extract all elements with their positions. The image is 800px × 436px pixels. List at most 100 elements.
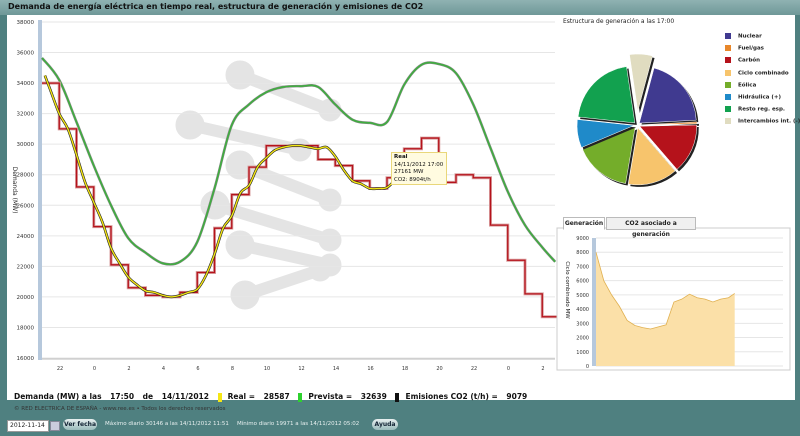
- legend-item: Intercambios int. (-): [725, 118, 800, 130]
- x-tick-label: 18: [402, 366, 408, 372]
- y-tick-label: 30000: [17, 142, 35, 148]
- x-tick-label: 20: [436, 366, 442, 372]
- small-y-axis-scrollbar: [592, 238, 596, 366]
- pie-slice-intercambios-int-: [629, 53, 653, 112]
- tooltip-date: 14/11/2012 17:00: [394, 161, 444, 168]
- legend-item: Ciclo combinado: [725, 69, 800, 82]
- watermark-dot: [308, 258, 332, 282]
- prevista-value: 32639: [360, 392, 387, 401]
- y-tick-label: 28000: [17, 173, 35, 179]
- small-y-tick-label: 6000: [576, 279, 589, 285]
- prevista-swatch: [298, 392, 303, 402]
- tooltip-title: Real: [394, 154, 408, 160]
- demand-label: Demanda (MW) a las: [14, 392, 102, 401]
- minimo-diario: Mínimo diario 19971 a las 14/11/2012 05:…: [237, 421, 360, 427]
- prevista-line: [41, 57, 556, 266]
- legend-label: Fuel/gas: [738, 45, 764, 52]
- co2-swatch: [395, 392, 400, 402]
- pie-slice-nuclear: [639, 67, 697, 124]
- small-y-tick-label: 2000: [576, 336, 589, 342]
- watermark-bar: [234, 69, 336, 116]
- tab-co2[interactable]: CO2 asociado a generación: [606, 217, 696, 238]
- bottom-toolbar: 2012-11-14 Ver fecha Máximo diario 30146…: [0, 416, 800, 436]
- watermark-dot: [318, 98, 342, 122]
- small-y-tick-label: 9000: [576, 236, 589, 242]
- legend-swatch: [725, 118, 731, 125]
- ciclo-combinado-area: [596, 252, 735, 366]
- real-label: Real =: [227, 392, 256, 401]
- legend-swatch: [725, 69, 731, 76]
- demand-date: 14/11/2012: [161, 392, 209, 401]
- legend-swatch: [725, 93, 731, 100]
- watermark-dot: [225, 150, 255, 180]
- legend-label: Intercambios int. (-): [738, 118, 800, 125]
- small-y-tick-label: 4000: [576, 307, 589, 313]
- small-y-tick-label: 0: [586, 364, 589, 370]
- legend-swatch: [725, 57, 731, 64]
- watermark-dot: [225, 60, 255, 90]
- watermark-dot: [230, 280, 260, 310]
- demand-time: 17:50: [110, 392, 135, 401]
- watermark-dot: [175, 110, 205, 140]
- y-tick-label: 16000: [17, 356, 35, 362]
- title-bar: Demanda de energía eléctrica en tiempo r…: [0, 0, 800, 15]
- small-y-tick-label: 7000: [576, 264, 589, 270]
- y-tick-label: 36000: [17, 51, 35, 57]
- y-tick-label: 34000: [17, 81, 35, 87]
- legend-label: Hidráulica (+): [738, 94, 782, 101]
- legend-label: Resto reg. esp.: [738, 106, 785, 113]
- legend-label: Nuclear: [738, 33, 762, 40]
- x-tick-label: 14: [333, 366, 339, 372]
- legend-item: Resto reg. esp.: [725, 106, 800, 118]
- pie-slice-resto-reg-esp-: [577, 66, 636, 124]
- x-tick-label: 12: [298, 366, 304, 372]
- tooltip-value: 27161 MW: [394, 169, 424, 175]
- real-value: 28587: [263, 392, 290, 401]
- ciclo-combinado-chart: 0 1000 2000 3000 4000 5000 6000 7000 8000 9000: [556, 227, 791, 371]
- ver-fecha-button[interactable]: Ver fecha: [63, 419, 97, 430]
- small-y-label: Ciclo combinado MW: [564, 261, 570, 319]
- tooltip: Real 14/11/2012 17:00 27161 MW CO2: 8904…: [391, 152, 447, 185]
- y-tick-label: 24000: [17, 234, 35, 240]
- demand-summary: Demanda (MW) a las 17:50 de 14/11/2012 R…: [14, 392, 533, 402]
- x-tick-label: 4: [162, 366, 165, 372]
- window-title: Demanda de energía eléctrica en tiempo r…: [8, 2, 424, 11]
- maximo-diario: Máximo diario 30146 a las 14/11/2012 11:…: [105, 421, 229, 427]
- legend-swatch: [725, 106, 731, 113]
- ayuda-button[interactable]: Ayuda: [372, 419, 398, 430]
- real-line: [44, 75, 397, 298]
- co2-label: Emisiones CO2 (t/h) =: [405, 392, 498, 401]
- y-tick-label: 32000: [17, 112, 35, 118]
- pie-slice-e-lica: [582, 126, 636, 184]
- watermark-dot: [288, 138, 312, 162]
- pie-slice-hidr-ulica-: [576, 119, 635, 148]
- pie-title: Estructura de generación a las 17:00: [563, 18, 674, 25]
- tooltip-co2: CO2: 8904t/h: [394, 176, 431, 183]
- legend-item: Eólica: [725, 81, 800, 94]
- pie-slice-carb-n: [639, 124, 697, 170]
- legend-label: Ciclo combinado: [738, 70, 789, 77]
- co2-value: 9079: [506, 392, 528, 401]
- watermark-dot: [318, 188, 342, 212]
- pie-slice-fuel-gas: [639, 121, 698, 126]
- ciclo-combinado-line: [595, 252, 735, 330]
- x-tick-label: 6: [196, 366, 199, 372]
- x-tick-label: 10: [264, 366, 270, 372]
- tab-generacion[interactable]: Generación: [563, 217, 605, 230]
- x-tick-label: 22: [471, 366, 477, 372]
- legend-item: Fuel/gas: [725, 45, 800, 57]
- y-tick-label: 20000: [17, 295, 35, 301]
- y-axis-scrollbar: [38, 20, 42, 360]
- small-y-tick-label: 5000: [576, 293, 589, 299]
- x-tick-label: 22: [57, 366, 63, 372]
- date-input[interactable]: 2012-11-14: [7, 420, 49, 432]
- calendar-icon[interactable]: [50, 421, 60, 431]
- real-swatch: [217, 392, 222, 402]
- x-tick-label: 0: [507, 366, 510, 372]
- y-tick-label: 18000: [17, 325, 35, 331]
- legend-swatch: [725, 33, 731, 39]
- prevista-label: Prevista =: [308, 392, 353, 401]
- pie-slice-ciclo-combinado: [628, 127, 676, 186]
- x-tick-label: 2: [541, 366, 544, 372]
